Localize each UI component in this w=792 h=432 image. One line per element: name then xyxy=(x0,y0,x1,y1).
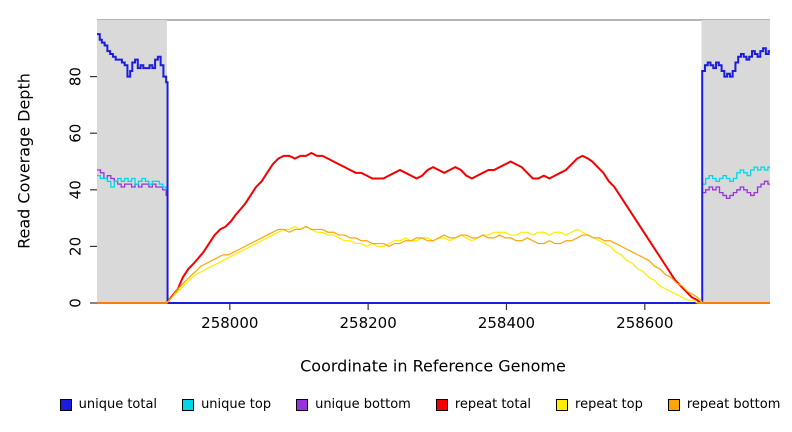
y-tick-label: 80 xyxy=(67,67,85,86)
x-axis-title: Coordinate in Reference Genome xyxy=(300,356,566,376)
series-line-unique-total xyxy=(97,33,770,304)
legend-item: unique top xyxy=(182,398,271,412)
legend-swatch-icon xyxy=(182,399,195,411)
y-tick-label: 40 xyxy=(67,180,85,199)
y-tick-label: 60 xyxy=(67,124,85,143)
legend-item: unique total xyxy=(59,397,158,412)
legend-swatch-icon xyxy=(59,399,72,411)
y-tick-label: 0 xyxy=(67,298,85,308)
legend-item: repeat top xyxy=(556,398,643,412)
legend-label: repeat top xyxy=(575,397,643,412)
legend-label: repeat bottom xyxy=(686,397,781,412)
legend-label: unique top xyxy=(201,397,272,412)
legend-item: repeat total xyxy=(435,397,532,412)
series-line-unique-bottom xyxy=(97,169,770,304)
series-line-repeat-total xyxy=(97,151,770,304)
y-tick-label: 20 xyxy=(67,237,85,256)
legend-item: repeat bottom xyxy=(667,397,781,412)
legend-item: unique bottom xyxy=(296,398,411,412)
x-tick-label: 258400 xyxy=(478,314,535,332)
legend-swatch-icon xyxy=(556,399,569,411)
y-axis-title: Read Coverage Depth xyxy=(14,73,34,249)
legend-label: repeat total xyxy=(454,397,532,412)
legend-swatch-icon xyxy=(667,399,680,411)
x-tick-label: 258000 xyxy=(201,314,258,332)
legend-swatch-icon xyxy=(296,399,309,411)
series-line-repeat-bottom xyxy=(97,225,770,304)
legend-swatch-icon xyxy=(435,399,448,411)
legend-label: unique bottom xyxy=(315,397,411,412)
series-line-repeat-top xyxy=(97,225,770,304)
legend: unique total unique top unique bottom repea… xyxy=(0,398,792,412)
series-line-unique-top xyxy=(97,166,770,304)
x-tick-label: 258600 xyxy=(616,314,673,332)
legend-label: unique total xyxy=(78,397,158,412)
x-tick-label: 258200 xyxy=(340,314,397,332)
